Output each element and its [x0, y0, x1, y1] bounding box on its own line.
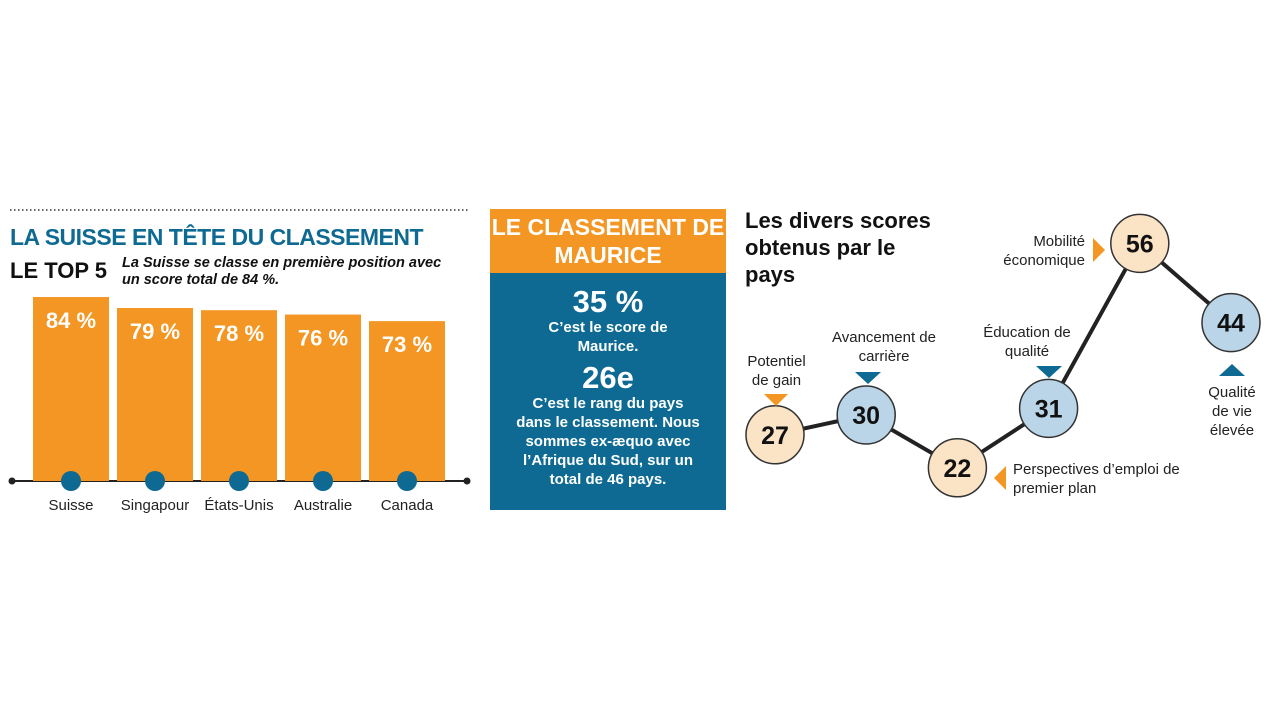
score-value: 56: [1126, 230, 1154, 258]
x-tick-label: États-Unis: [204, 497, 273, 514]
node-label: Mobilité économique: [1003, 233, 1085, 269]
chart-title: Les divers scores obtenus par le pays: [745, 208, 931, 287]
value-label: 76 %: [298, 326, 348, 351]
box-title: LE CLASSEMENT DE MAURICE: [490, 209, 726, 273]
value-label: 78 %: [214, 321, 264, 346]
value-label: 73 %: [382, 332, 432, 357]
x-tick-label: Canada: [381, 497, 434, 514]
node-label: Potentiel de gain: [747, 353, 806, 389]
score-node: [836, 385, 896, 445]
bar-marker: [229, 471, 249, 491]
score: 35 %: [572, 284, 644, 319]
score-node: [745, 405, 805, 465]
subtitle: La Suisse se classe en première position…: [122, 255, 442, 288]
x-tick-label: Australie: [294, 497, 352, 514]
pointer: [1036, 366, 1062, 378]
bar: [285, 314, 361, 481]
rank-text: C’est le rang du pays dans le classement…: [516, 395, 700, 488]
bar-marker: [61, 471, 81, 491]
axis-end: [8, 477, 16, 485]
score-value: 44: [1217, 310, 1245, 338]
pointer: [1093, 238, 1105, 262]
node-label: Qualité de vie élevée: [1208, 384, 1256, 439]
value-label: 79 %: [130, 319, 180, 344]
rank: 26e: [582, 360, 634, 395]
score-node: [927, 438, 988, 498]
value-label: 84 %: [46, 308, 96, 333]
score-node: [1110, 213, 1170, 274]
bar: [201, 310, 277, 481]
score-value: 22: [943, 455, 971, 483]
pointer: [1219, 364, 1245, 376]
pointer: [764, 394, 788, 406]
pointer: [994, 466, 1006, 490]
score-node: [1201, 292, 1261, 353]
box-body: 35 % C’est le score de Maurice. 26e C’es…: [490, 273, 726, 510]
bar-marker: [397, 471, 417, 491]
bar: [369, 321, 445, 481]
axis-end: [463, 477, 471, 485]
section-label: LE TOP 5: [10, 258, 108, 283]
pointer: [855, 372, 881, 384]
node-label: Avancement de carrière: [832, 329, 936, 365]
node-label: Perspectives d’emploi de premier plan: [1013, 461, 1180, 497]
x-tick-label: Singapour: [121, 497, 189, 514]
x-tick-label: Suisse: [48, 497, 93, 514]
bar: [33, 297, 109, 481]
score-node: [1018, 378, 1079, 439]
score-value: 27: [761, 422, 789, 450]
chart-title: LA SUISSE EN TÊTE DU CLASSEMENT: [10, 224, 424, 250]
bar-marker: [145, 471, 165, 491]
node-label: Éducation de qualité: [983, 324, 1071, 360]
bar-marker: [313, 471, 333, 491]
score-value: 30: [852, 402, 880, 430]
bar: [117, 307, 193, 481]
score-text: C’est le score de Maurice.: [548, 319, 668, 355]
score-value: 31: [1035, 395, 1063, 423]
